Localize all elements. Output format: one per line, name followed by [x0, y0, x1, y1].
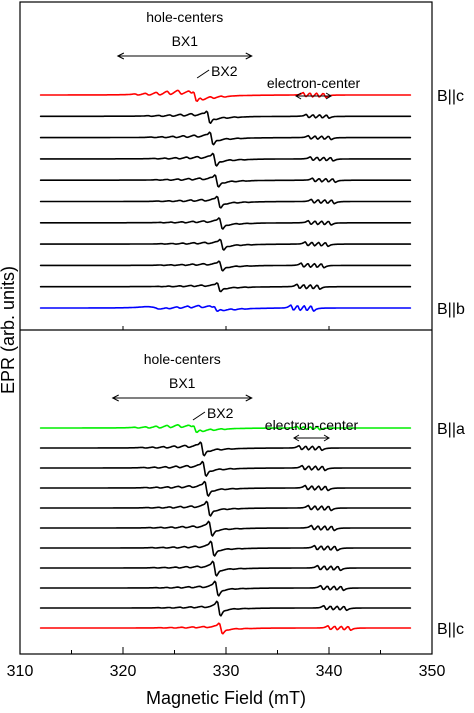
epr-trace	[39, 131, 412, 146]
top-panel-traces	[39, 89, 412, 312]
orientation-label: B||b	[437, 301, 465, 318]
orientation-label: B||c	[437, 621, 464, 638]
epr-trace	[39, 110, 412, 124]
epr-trace	[39, 424, 412, 434]
epr-trace	[39, 89, 412, 102]
x-tick-label: 320	[110, 663, 137, 680]
arrow-head	[116, 52, 125, 60]
bottom-panel-annotations: hole-centers BX1 BX2 electron-center	[111, 351, 359, 442]
epr-trace	[39, 580, 412, 597]
arrow-head	[293, 434, 300, 442]
arrow-head	[245, 52, 253, 60]
x-axis-ticks: 310 320 330 340 350	[7, 326, 446, 680]
orientation-labels: B||c B||b B||a B||c	[437, 88, 465, 638]
epr-trace	[39, 460, 412, 477]
epr-trace	[39, 622, 412, 635]
epr-trace	[39, 238, 412, 251]
epr-trace	[39, 441, 412, 457]
epr-trace	[39, 260, 412, 272]
hole-centers-label: hole-centers	[146, 9, 223, 25]
hole-centers-label: hole-centers	[144, 351, 221, 367]
x-tick-label: 330	[213, 663, 240, 680]
epr-trace	[39, 304, 412, 312]
epr-trace	[39, 480, 412, 497]
epr-trace	[39, 152, 412, 167]
epr-trace	[39, 174, 412, 188]
epr-trace	[39, 217, 412, 230]
bx2-label: BX2	[207, 405, 234, 421]
epr-trace	[39, 500, 412, 517]
epr-trace	[39, 195, 412, 209]
bx1-label: BX1	[169, 375, 196, 391]
arrow-head	[323, 434, 330, 442]
electron-center-label: electron-center	[265, 417, 359, 433]
epr-trace	[39, 520, 412, 537]
arrow-head	[325, 92, 333, 100]
epr-trace	[39, 540, 412, 557]
orientation-label: B||a	[437, 421, 465, 438]
epr-trace	[39, 600, 412, 617]
top-panel-annotations: hole-centers BX1 BX2 electron-center	[116, 9, 361, 100]
arrow-head	[245, 394, 253, 402]
bx2-label: BX2	[211, 63, 238, 79]
bx2-pointer	[196, 69, 210, 79]
x-tick-label: 340	[316, 663, 343, 680]
orientation-label: B||c	[437, 88, 464, 105]
bx1-label: BX1	[172, 33, 199, 49]
epr-trace	[39, 282, 412, 293]
y-axis-label: EPR (arb. units)	[0, 266, 18, 394]
x-tick-label: 310	[7, 663, 34, 680]
electron-center-label: electron-center	[267, 75, 361, 91]
x-axis-label: Magnetic Field (mT)	[146, 688, 306, 708]
bottom-panel-traces	[39, 424, 412, 635]
epr-trace	[39, 560, 412, 577]
x-tick-label: 350	[419, 663, 446, 680]
arrow-head	[295, 92, 302, 100]
arrow-head	[111, 394, 119, 402]
bx2-pointer	[192, 411, 206, 421]
